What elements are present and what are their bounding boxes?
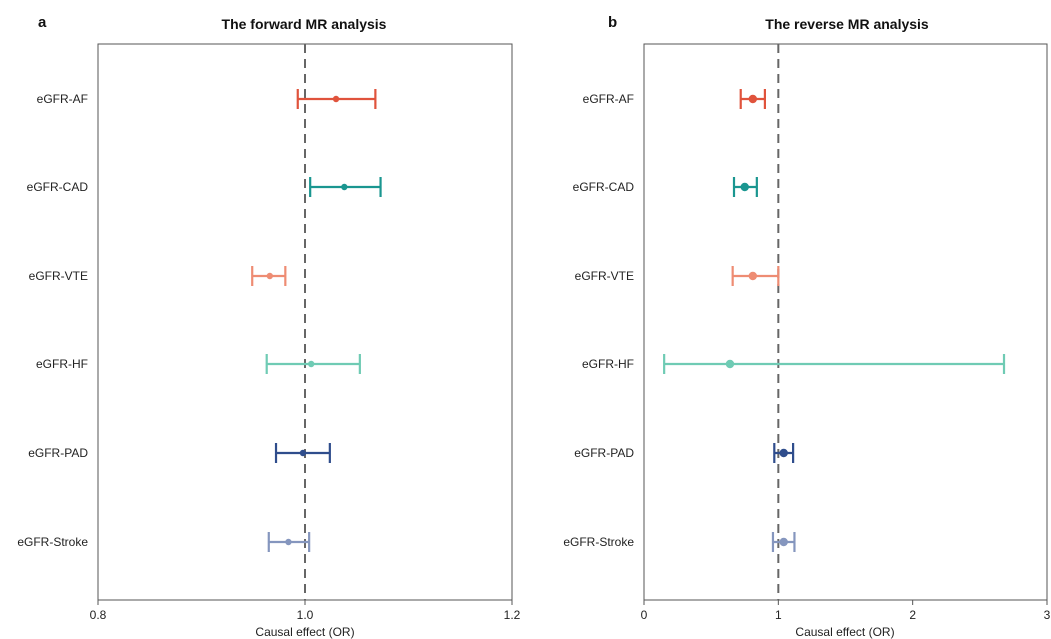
- row-label-egfr-cad: eGFR-CAD: [573, 180, 635, 194]
- point-estimate-egfr-hf: [308, 360, 315, 368]
- panel-b-title: The reverse MR analysis: [765, 16, 929, 32]
- row-label-egfr-hf: eGFR-HF: [36, 357, 88, 371]
- x-tick-label: 1.2: [504, 608, 521, 622]
- panel-a-title: The forward MR analysis: [222, 16, 387, 32]
- row-label-egfr-vte: eGFR-VTE: [575, 269, 634, 283]
- panel-b-marks: eGFR-AF eGFR-CAD eGFR-VTE eGFR-HF eGFR-PAD eG…: [563, 44, 1006, 600]
- point-estimate-egfr-hf: [725, 359, 735, 369]
- x-tick-label: 1.0: [297, 608, 314, 622]
- point-estimate-egfr-stroke: [285, 538, 292, 546]
- row-label-egfr-stroke: eGFR-Stroke: [17, 535, 88, 549]
- row-label-egfr-pad: eGFR-PAD: [574, 446, 634, 460]
- panel-a-marks: eGFR-AF eGFR-CAD eGFR-VTE eGFR-HF eGFR-PAD eG…: [17, 44, 382, 600]
- point-estimate-egfr-stroke: [779, 537, 788, 547]
- point-estimate-egfr-vte: [748, 271, 758, 281]
- point-estimate-egfr-cad: [740, 182, 749, 192]
- x-tick-label: 0.8: [90, 608, 107, 622]
- row-label-egfr-af: eGFR-AF: [583, 92, 634, 106]
- row-label-egfr-af: eGFR-AF: [37, 92, 88, 106]
- x-tick-label: 2: [909, 608, 916, 622]
- x-tick-label: 0: [641, 608, 648, 622]
- panel-forward-mr: a The forward MR analysis eGFR-AF eGFR-CA…: [17, 14, 520, 639]
- point-estimate-egfr-vte: [266, 272, 274, 280]
- row-label-egfr-cad: eGFR-CAD: [27, 180, 89, 194]
- panel-a-letter: a: [38, 14, 47, 31]
- point-estimate-egfr-pad: [779, 448, 788, 458]
- row-label-egfr-vte: eGFR-VTE: [29, 269, 88, 283]
- row-label-egfr-hf: eGFR-HF: [582, 357, 634, 371]
- panel-b-letter: b: [608, 14, 617, 31]
- panel-a-x-axis-title: Causal effect (OR): [255, 625, 354, 639]
- panel-b-x-axis-title: Causal effect (OR): [795, 625, 894, 639]
- panel-b-ticks: 0 1 2 3: [641, 600, 1051, 622]
- x-tick-label: 1: [775, 608, 782, 622]
- row-label-egfr-stroke: eGFR-Stroke: [563, 535, 634, 549]
- point-estimate-egfr-af: [748, 94, 758, 104]
- x-tick-label: 3: [1044, 608, 1051, 622]
- point-estimate-egfr-af: [332, 95, 340, 103]
- point-estimate-egfr-pad: [299, 449, 307, 457]
- panel-a-ticks: 0.8 1.0 1.2: [90, 600, 521, 622]
- panel-b-frame: [643, 43, 1048, 601]
- panel-reverse-mr: b The reverse MR analysis eGFR-AF eGFR-CA…: [563, 14, 1050, 639]
- point-estimate-egfr-cad: [341, 183, 348, 191]
- row-label-egfr-pad: eGFR-PAD: [28, 446, 88, 460]
